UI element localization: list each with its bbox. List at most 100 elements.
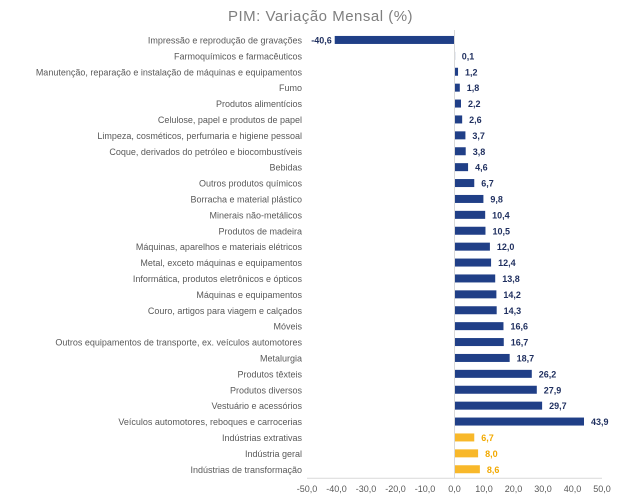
- data-label: 14,2: [503, 290, 521, 300]
- x-tick-label: -20,0: [385, 484, 406, 494]
- bar: [454, 147, 466, 156]
- x-tick-label: -50,0: [297, 484, 318, 494]
- category-label: Bebidas: [269, 163, 302, 173]
- x-tick-label: 10,0: [475, 484, 493, 494]
- category-label: Metalurgia: [260, 353, 302, 363]
- bar: [454, 306, 497, 315]
- data-label: 26,2: [539, 369, 557, 379]
- data-label: 12,4: [498, 258, 516, 268]
- x-tick-label: -30,0: [356, 484, 377, 494]
- category-label: Limpeza, cosméticos, perfumaria e higien…: [97, 131, 302, 141]
- category-label: Manutenção, reparação e instalação de má…: [36, 67, 303, 77]
- category-label: Outros equipamentos de transporte, ex. v…: [55, 338, 302, 348]
- bars-group: [334, 35, 585, 474]
- data-label: 6,7: [481, 179, 494, 189]
- category-label: Couro, artigos para viagem e calçados: [148, 306, 303, 316]
- data-label: 10,4: [492, 210, 510, 220]
- data-label: 2,2: [468, 99, 481, 109]
- data-label: 27,9: [544, 385, 562, 395]
- bar: [454, 131, 466, 140]
- x-tick-label: 20,0: [505, 484, 523, 494]
- category-label: Produtos de madeira: [218, 226, 302, 236]
- category-label: Fumo: [279, 83, 302, 93]
- category-label: Móveis: [273, 322, 302, 332]
- category-label: Borracha e material plástico: [190, 194, 302, 204]
- category-label: Máquinas, aparelhos e materiais elétrico…: [136, 242, 303, 252]
- data-label: 2,6: [469, 115, 482, 125]
- bar: [334, 35, 455, 44]
- data-label: 1,2: [465, 67, 478, 77]
- x-tick-label: 30,0: [534, 484, 552, 494]
- bar: [454, 385, 537, 394]
- category-label: Farmoquímicos e farmacêuticos: [174, 51, 303, 61]
- data-label: 43,9: [591, 417, 609, 427]
- category-label: Produtos têxteis: [237, 369, 302, 379]
- x-tick-label: 0,0: [448, 484, 461, 494]
- category-label: Indústrias de transformação: [190, 465, 302, 475]
- axis-group: -50,0 -40,0 -30,0 -20,0 -10,0 0,0 10,0 20,0 30,0…: [297, 30, 611, 494]
- data-label: 12,0: [497, 242, 515, 252]
- chart-title: PIM: Variação Mensal (%): [227, 8, 414, 25]
- bar: [454, 179, 475, 188]
- category-label: Produtos diversos: [230, 385, 303, 395]
- category-label: Informática, produtos eletrônicos e ópti…: [133, 274, 303, 284]
- data-label: 3,8: [473, 147, 486, 157]
- category-label: Metal, exceto máquinas e equipamentos: [140, 258, 302, 268]
- bar: [454, 353, 510, 362]
- x-tick-label: 40,0: [564, 484, 582, 494]
- data-label: 14,3: [504, 306, 522, 316]
- data-label: 8,0: [485, 449, 498, 459]
- data-label: 8,6: [487, 465, 500, 475]
- x-tick-label: -40,0: [326, 484, 347, 494]
- data-label: 3,7: [472, 131, 485, 141]
- bar: [454, 290, 497, 299]
- bar: [454, 338, 504, 347]
- category-label: Máquinas e equipamentos: [196, 290, 302, 300]
- x-tick-label: 50,0: [593, 484, 611, 494]
- bar: [454, 163, 469, 172]
- data-label: 6,7: [481, 433, 494, 443]
- data-label: -40,6: [311, 35, 332, 45]
- data-label: 1,8: [467, 83, 480, 93]
- category-label: Vestuário e acessórios: [211, 401, 302, 411]
- data-label: 29,7: [549, 401, 567, 411]
- bar: [454, 449, 479, 458]
- data-label: 16,7: [511, 338, 529, 348]
- bar: [454, 274, 496, 283]
- category-label: Produtos alimentícios: [216, 99, 303, 109]
- category-label: Indústria geral: [245, 449, 302, 459]
- bar: [454, 369, 532, 378]
- data-label: 4,6: [475, 163, 488, 173]
- bar: [454, 401, 543, 410]
- bar: [454, 322, 504, 331]
- category-labels-group: Impressão e reprodução de gravações Farmo…: [36, 35, 303, 474]
- category-label: Minerais não-metálicos: [209, 210, 302, 220]
- x-tick-label: -10,0: [415, 484, 436, 494]
- bar: [454, 465, 480, 474]
- bar: [454, 242, 490, 251]
- data-label: 13,8: [502, 274, 520, 284]
- bar: [454, 258, 492, 267]
- bar: [454, 226, 486, 235]
- bar: [454, 433, 475, 442]
- bar: [454, 67, 459, 76]
- data-label: 0,1: [462, 51, 475, 61]
- category-label: Coque, derivados do petróleo e biocombus…: [109, 147, 302, 157]
- bar: [454, 83, 460, 92]
- data-label: 18,7: [517, 353, 535, 363]
- bar: [454, 210, 486, 219]
- bar: [454, 194, 484, 203]
- value-labels-group: -40,6 0,1 1,2 1,8 2,2 2,6 3,7 3,8 4,6 6,7 9,8 10,4 1…: [311, 35, 608, 474]
- bar: [454, 417, 585, 426]
- category-label: Outros produtos químicos: [199, 179, 303, 189]
- bar: [454, 99, 461, 108]
- bar: [454, 115, 463, 124]
- category-label: Indústrias extrativas: [222, 433, 303, 443]
- category-label: Celulose, papel e produtos de papel: [158, 115, 302, 125]
- data-label: 9,8: [490, 194, 503, 204]
- category-label: Impressão e reprodução de gravações: [148, 35, 303, 45]
- data-label: 10,5: [492, 226, 510, 236]
- data-label: 16,6: [510, 322, 528, 332]
